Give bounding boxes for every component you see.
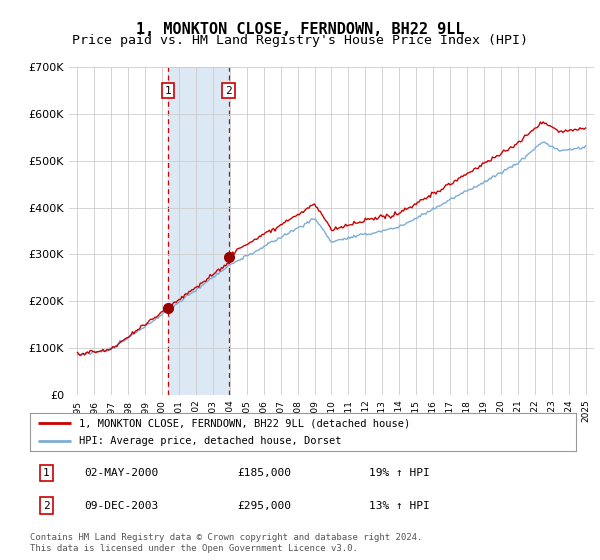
Text: 2: 2 [43, 501, 50, 511]
Text: 13% ↑ HPI: 13% ↑ HPI [368, 501, 429, 511]
Text: 19% ↑ HPI: 19% ↑ HPI [368, 468, 429, 478]
Text: 1: 1 [43, 468, 50, 478]
Bar [168, 67, 229, 395]
Text: 2: 2 [225, 86, 232, 96]
Text: £185,000: £185,000 [238, 468, 292, 478]
Text: HPI: Average price, detached house, Dorset: HPI: Average price, detached house, Dors… [79, 436, 341, 446]
Text: 02-MAY-2000: 02-MAY-2000 [85, 468, 159, 478]
Text: 1, MONKTON CLOSE, FERNDOWN, BH22 9LL (detached house): 1, MONKTON CLOSE, FERNDOWN, BH22 9LL (de… [79, 418, 410, 428]
Text: 1, MONKTON CLOSE, FERNDOWN, BH22 9LL: 1, MONKTON CLOSE, FERNDOWN, BH22 9LL [136, 22, 464, 36]
Text: £295,000: £295,000 [238, 501, 292, 511]
Text: 09-DEC-2003: 09-DEC-2003 [85, 501, 159, 511]
Text: 1: 1 [164, 86, 171, 96]
Text: Price paid vs. HM Land Registry's House Price Index (HPI): Price paid vs. HM Land Registry's House … [72, 34, 528, 48]
Text: Contains HM Land Registry data © Crown copyright and database right 2024.
This d: Contains HM Land Registry data © Crown c… [30, 534, 422, 553]
